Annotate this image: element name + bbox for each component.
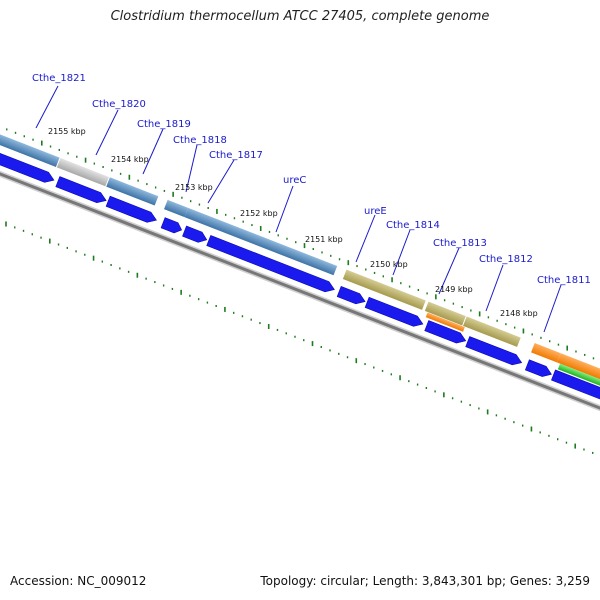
gene-label-cthe-1812[interactable]: Cthe_1812: [479, 254, 533, 265]
kbp-label: 2150 kbp: [370, 260, 408, 269]
cds-arrow[interactable]: [364, 296, 425, 329]
gene-label-cthe-1813[interactable]: Cthe_1813: [433, 238, 487, 249]
feature-band-steel[interactable]: [164, 199, 189, 218]
kbp-label: 2154 kbp: [111, 155, 149, 164]
gene-labels: Cthe_1821 Cthe_1820 Cthe_1819 Cthe_1818 …: [32, 73, 591, 286]
gene-label-cthe-1817[interactable]: Cthe_1817: [209, 150, 263, 161]
feature-tracks: [0, 127, 600, 402]
feature-band-steel[interactable]: [106, 177, 159, 206]
cds-arrow[interactable]: [182, 225, 208, 245]
gene-leaders: [35, 85, 562, 333]
inner-tick-marks: [5, 221, 594, 454]
kbp-label: 2151 kbp: [305, 235, 343, 244]
gene-label-urec[interactable]: ureC: [283, 175, 306, 186]
gene-label-cthe-1819[interactable]: Cthe_1819: [137, 119, 191, 130]
cds-arrow[interactable]: [524, 359, 553, 380]
backbone-line: [0, 170, 600, 412]
gene-label-uree[interactable]: ureE: [364, 206, 387, 217]
feature-band-olive[interactable]: [342, 269, 426, 310]
gene-label-cthe-1821[interactable]: Cthe_1821: [32, 73, 86, 84]
cds-arrow[interactable]: [551, 369, 600, 402]
cds-arrow[interactable]: [0, 146, 56, 186]
cds-arrow[interactable]: [206, 235, 337, 294]
kbp-label: 2149 kbp: [435, 285, 473, 294]
cds-arrow[interactable]: [105, 195, 158, 225]
gene-label-cthe-1814[interactable]: Cthe_1814: [386, 220, 440, 231]
kbp-label: 2153 kbp: [175, 183, 213, 192]
feature-band-steel[interactable]: [184, 207, 338, 276]
feature-band-steel[interactable]: [0, 127, 60, 167]
gene-label-cthe-1818[interactable]: Cthe_1818: [173, 135, 227, 146]
feature-band-orange[interactable]: [531, 343, 561, 363]
cds-arrow[interactable]: [55, 176, 108, 206]
accession-text: Accession: NC_009012: [10, 574, 147, 588]
gene-label-cthe-1811[interactable]: Cthe_1811: [537, 275, 591, 286]
kbp-label: 2148 kbp: [500, 309, 538, 318]
cds-arrow[interactable]: [160, 217, 184, 236]
feature-band-green[interactable]: [557, 363, 600, 392]
feature-band-olive[interactable]: [424, 301, 466, 326]
feature-band-gray[interactable]: [56, 158, 109, 187]
genome-summary-text: Topology: circular; Length: 3,843,301 bp…: [260, 574, 590, 588]
cds-arrow[interactable]: [465, 336, 524, 367]
gene-label-cthe-1820[interactable]: Cthe_1820: [92, 99, 146, 110]
kbp-label: 2155 kbp: [48, 127, 86, 136]
feature-band-orange[interactable]: [557, 353, 600, 385]
kbp-labels: 2155 kbp 2154 kbp 2153 kbp 2152 kbp 2151…: [48, 127, 538, 318]
cds-arrow[interactable]: [336, 285, 367, 306]
cds-arrow[interactable]: [424, 320, 468, 346]
feature-band-orange[interactable]: [425, 312, 465, 332]
map-title: Clostridium thermocellum ATCC 27405, com…: [110, 9, 490, 24]
feature-band-olive[interactable]: [463, 316, 521, 347]
kbp-label: 2152 kbp: [240, 209, 278, 218]
outer-tick-marks: [6, 128, 595, 360]
